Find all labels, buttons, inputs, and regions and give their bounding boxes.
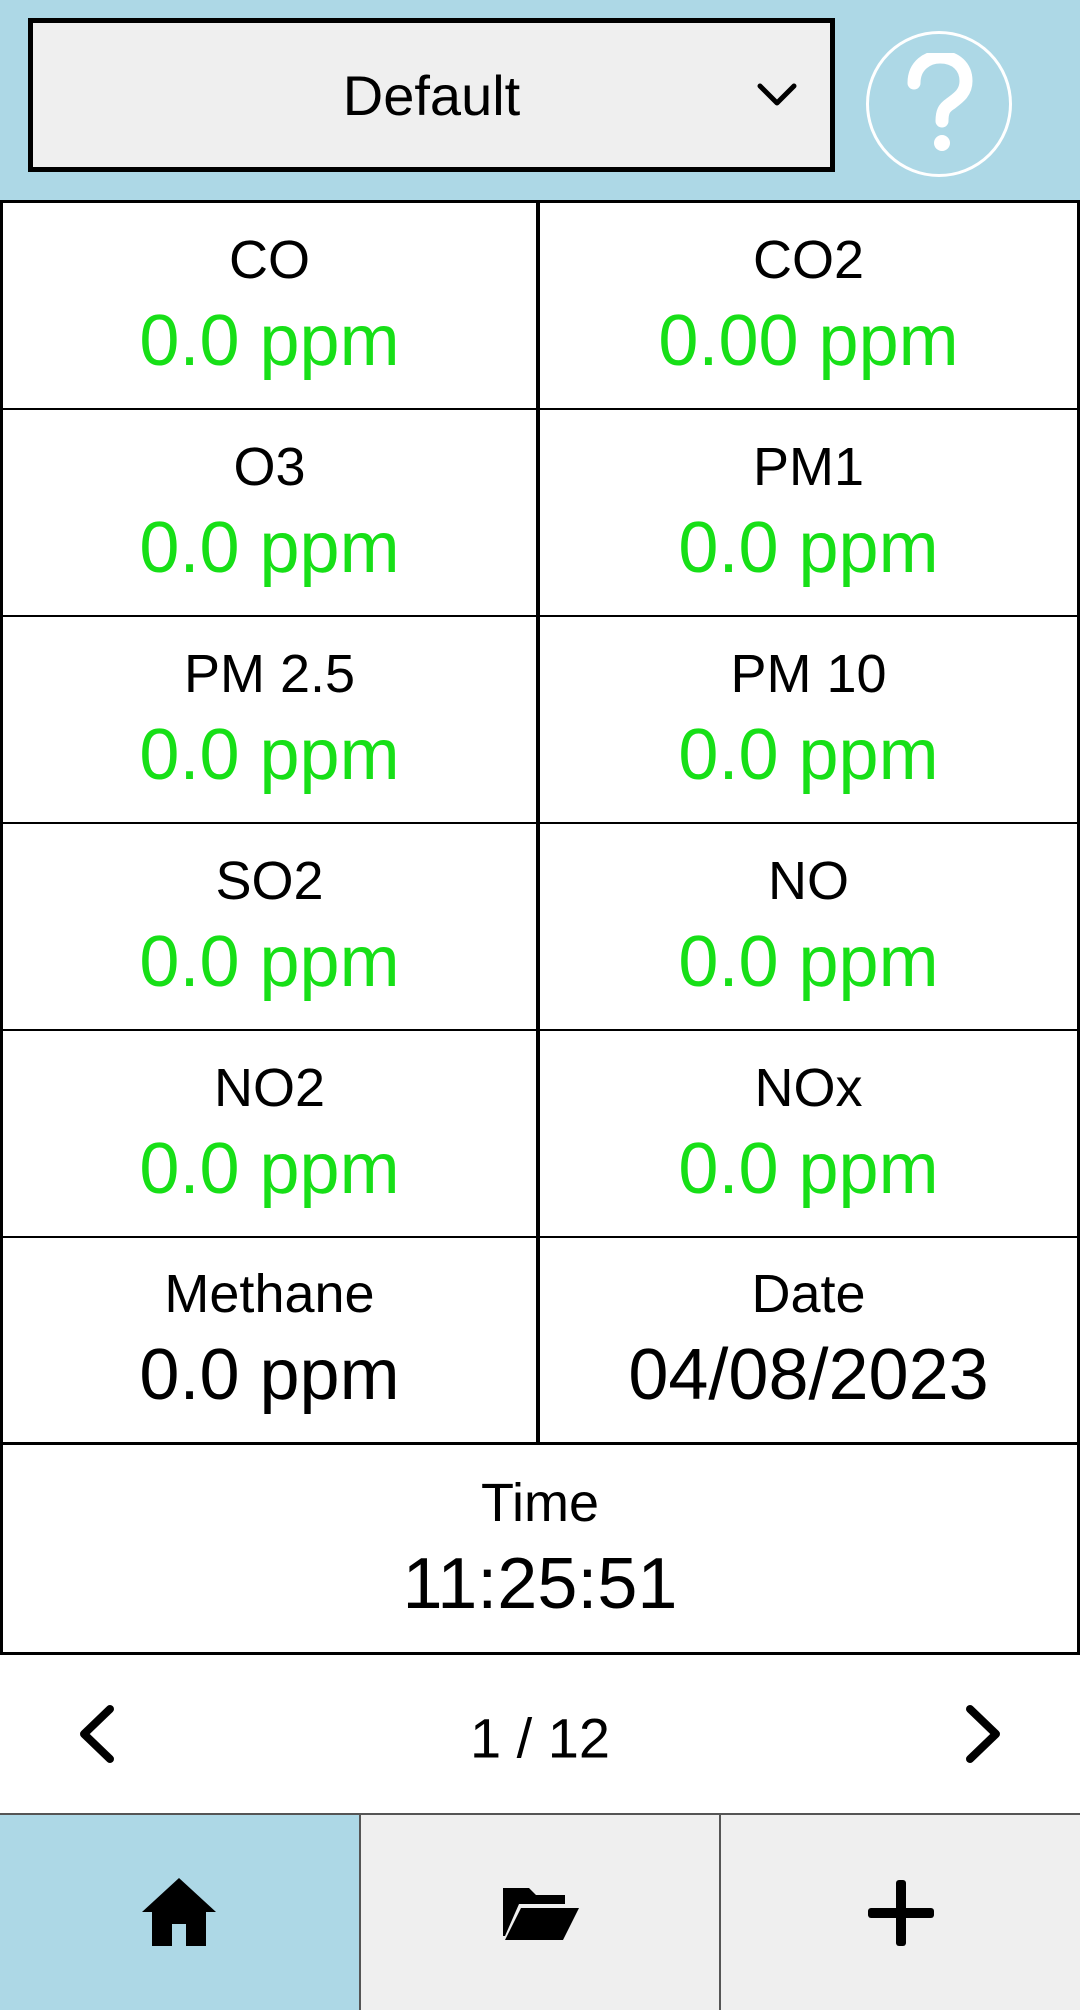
reading-label: PM1 (752, 436, 865, 497)
reading-label: PM 10 (730, 643, 887, 704)
help-button[interactable] (866, 31, 1012, 177)
time-cell: Time 11:25:51 (3, 1445, 1077, 1652)
reading-value: 0.0 ppm (139, 300, 400, 381)
home-icon (142, 1877, 217, 1946)
readings-grid: CO 0.0 ppm CO2 0.00 ppm O3 0.0 ppm PM1 0… (0, 200, 1080, 1655)
reading-label: NOx (754, 1057, 863, 1118)
reading-cell-pm10: PM 10 0.0 ppm (540, 617, 1077, 824)
date-value: 04/08/2023 (628, 1335, 989, 1415)
reading-value: 0.0 ppm (678, 1128, 939, 1209)
reading-value: 0.0 ppm (139, 714, 400, 795)
profile-dropdown[interactable]: Default (28, 18, 835, 172)
nav-add-button[interactable] (719, 1815, 1080, 2010)
chevron-left-icon (80, 1705, 114, 1763)
reading-label: CO2 (752, 229, 865, 290)
reading-value: 0.0 ppm (139, 1335, 400, 1415)
nav-home-button[interactable] (0, 1815, 359, 2010)
plus-icon (867, 1879, 934, 1946)
pager: 1 / 12 (0, 1655, 1080, 1813)
time-value: 11:25:51 (402, 1543, 678, 1624)
reading-label: CO (229, 229, 310, 290)
page-indicator: 1 / 12 (469, 1706, 611, 1770)
question-icon (907, 53, 973, 151)
reading-cell-so2: SO2 0.0 ppm (3, 824, 540, 1031)
next-page-button[interactable] (954, 1698, 1014, 1770)
reading-cell-methane: Methane 0.0 ppm (3, 1238, 540, 1445)
date-label: Date (751, 1264, 866, 1324)
reading-cell-nox: NOx 0.0 ppm (540, 1031, 1077, 1238)
time-label: Time (481, 1472, 599, 1533)
reading-value: 0.00 ppm (658, 300, 959, 381)
reading-label: O3 (233, 436, 306, 497)
date-cell: Date 04/08/2023 (540, 1238, 1077, 1445)
reading-cell-no: NO 0.0 ppm (540, 824, 1077, 1031)
reading-value: 0.0 ppm (139, 507, 400, 588)
bottom-nav (0, 1813, 1080, 2010)
reading-value: 0.0 ppm (678, 921, 939, 1002)
reading-cell-pm1: PM1 0.0 ppm (540, 410, 1077, 617)
reading-value: 0.0 ppm (139, 1128, 400, 1209)
reading-label: SO2 (215, 850, 324, 911)
reading-cell-no2: NO2 0.0 ppm (3, 1031, 540, 1238)
folder-open-icon (503, 1887, 579, 1940)
chevron-down-icon (757, 83, 797, 106)
top-bar: Default (0, 0, 1080, 200)
reading-cell-pm25: PM 2.5 0.0 ppm (3, 617, 540, 824)
reading-cell-co: CO 0.0 ppm (3, 203, 540, 410)
reading-cell-o3: O3 0.0 ppm (3, 410, 540, 617)
reading-value: 0.0 ppm (678, 507, 939, 588)
chevron-right-icon (966, 1705, 1000, 1763)
reading-label: NO2 (213, 1057, 326, 1118)
reading-label: Methane (164, 1264, 375, 1324)
nav-files-button[interactable] (358, 1815, 720, 2010)
reading-label: PM 2.5 (183, 643, 356, 704)
reading-value: 0.0 ppm (678, 714, 939, 795)
reading-value: 0.0 ppm (139, 921, 400, 1002)
reading-cell-co2: CO2 0.00 ppm (540, 203, 1077, 410)
reading-label: NO (768, 850, 849, 911)
previous-page-button[interactable] (66, 1698, 126, 1770)
profile-dropdown-value: Default (342, 63, 521, 127)
